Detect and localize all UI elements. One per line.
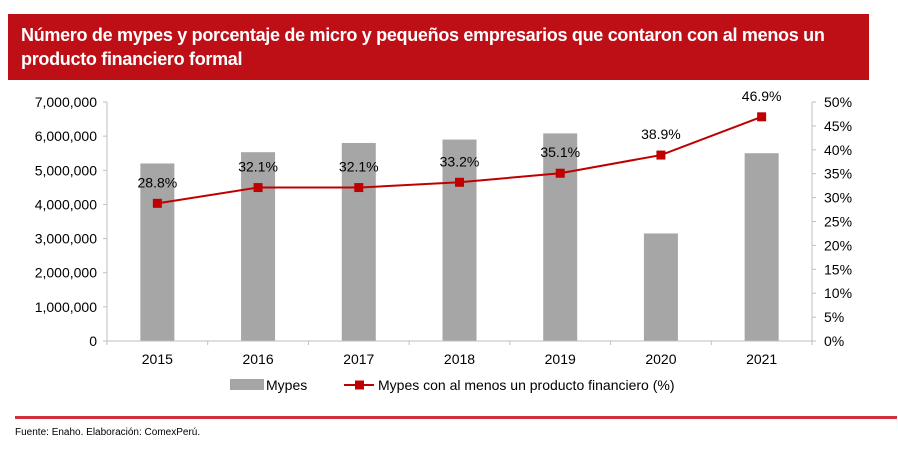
x-tick-label: 2020 bbox=[645, 351, 676, 367]
x-tick-label: 2018 bbox=[444, 351, 475, 367]
right-tick-label: 30% bbox=[824, 190, 852, 206]
chart-header: Número de mypes y porcentaje de micro y … bbox=[8, 14, 869, 80]
bar-2016 bbox=[241, 152, 276, 341]
bar-2021 bbox=[744, 153, 779, 341]
legend-label-mypes: Mypes bbox=[266, 377, 307, 393]
line-marker-2015 bbox=[152, 198, 162, 208]
left-tick-label: 1,000,000 bbox=[35, 299, 97, 315]
data-label: 33.2% bbox=[440, 153, 480, 169]
data-label: 32.1% bbox=[238, 159, 278, 175]
legend-bar-swatch bbox=[230, 379, 264, 390]
line-marker-2020 bbox=[656, 150, 666, 160]
chart-title: Número de mypes y porcentaje de micro y … bbox=[21, 25, 825, 69]
data-label: 46.9% bbox=[742, 88, 782, 104]
x-tick-label: 2021 bbox=[746, 351, 777, 367]
line-marker-2016 bbox=[253, 183, 263, 193]
right-tick-label: 40% bbox=[824, 142, 852, 158]
x-tick-label: 2016 bbox=[242, 351, 273, 367]
right-tick-label: 35% bbox=[824, 166, 852, 182]
bar-2017 bbox=[341, 142, 376, 341]
bar-2015 bbox=[140, 163, 175, 341]
data-label: 28.8% bbox=[138, 174, 178, 190]
right-tick-label: 45% bbox=[824, 118, 852, 134]
data-label: 32.1% bbox=[339, 159, 379, 175]
x-tick-label: 2015 bbox=[142, 351, 173, 367]
legend-label-percent: Mypes con al menos un producto financier… bbox=[378, 377, 674, 393]
source-note: Fuente: Enaho. Elaboración: ComexPerú. bbox=[15, 427, 201, 438]
right-tick-label: 20% bbox=[824, 237, 852, 253]
footer-divider bbox=[15, 416, 897, 419]
left-tick-label: 5,000,000 bbox=[35, 162, 97, 178]
bar-2019 bbox=[543, 133, 578, 341]
right-tick-label: 15% bbox=[824, 261, 852, 277]
line-marker-2019 bbox=[555, 168, 565, 178]
right-tick-label: 5% bbox=[824, 309, 844, 325]
data-label: 38.9% bbox=[641, 126, 681, 142]
left-tick-label: 2,000,000 bbox=[35, 265, 97, 281]
left-tick-label: 0 bbox=[89, 333, 97, 349]
left-tick-label: 6,000,000 bbox=[35, 128, 97, 144]
right-tick-label: 25% bbox=[824, 214, 852, 230]
line-marker-2021 bbox=[757, 112, 767, 122]
bar-2020 bbox=[643, 233, 678, 341]
left-tick-label: 4,000,000 bbox=[35, 196, 97, 212]
line-marker-2018 bbox=[455, 177, 464, 187]
bar-2018 bbox=[442, 139, 477, 341]
legend-marker-swatch bbox=[355, 380, 364, 390]
right-tick-label: 10% bbox=[824, 285, 852, 301]
data-label: 35.1% bbox=[540, 144, 580, 160]
x-tick-label: 2019 bbox=[545, 351, 576, 367]
left-tick-label: 3,000,000 bbox=[35, 231, 97, 247]
x-tick-label: 2017 bbox=[343, 351, 374, 367]
right-tick-label: 0% bbox=[824, 333, 844, 349]
right-tick-label: 50% bbox=[824, 94, 852, 110]
left-tick-label: 7,000,000 bbox=[35, 94, 97, 110]
line-marker-2017 bbox=[354, 183, 364, 193]
